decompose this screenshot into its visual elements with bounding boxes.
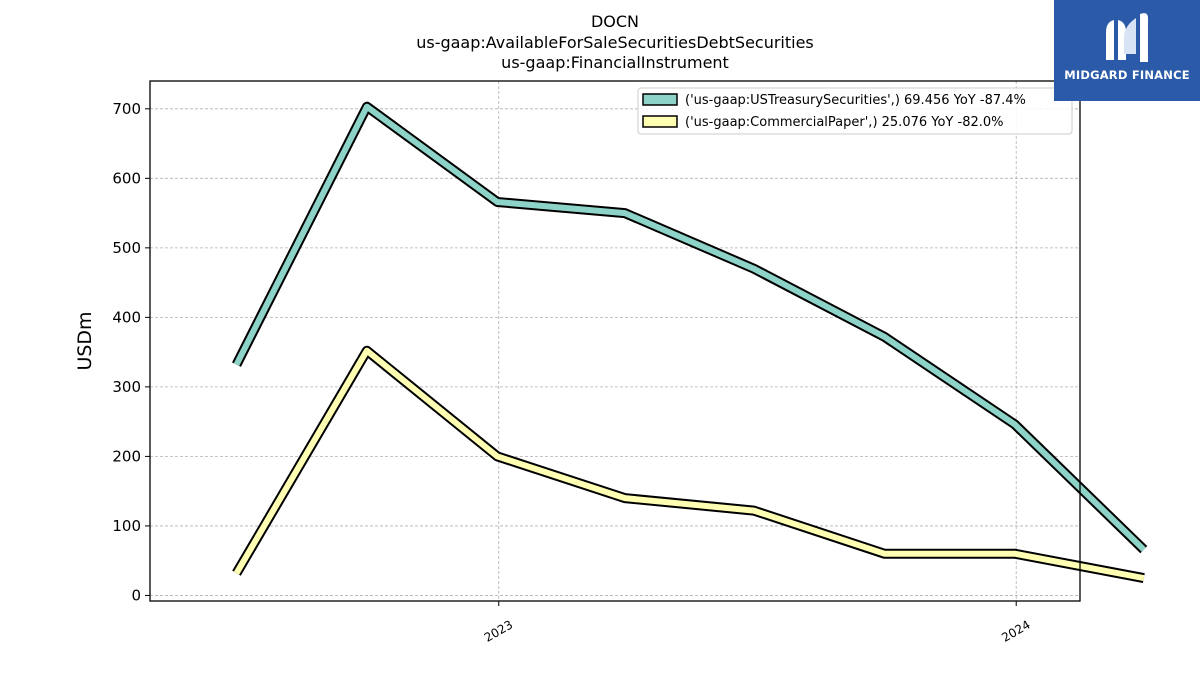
y-axis-label: USDm: [74, 311, 96, 370]
x-axis: 2023 2024: [482, 601, 1033, 645]
series-0-outline: [232, 101, 1148, 554]
y-tick-label: 600: [112, 169, 141, 187]
chart-title-line-1: DOCN: [591, 12, 639, 31]
chart-title-line-3: us-gaap:FinancialInstrument: [501, 53, 729, 72]
brand-logo: MIDGARD FINANCE: [1054, 0, 1200, 101]
y-tick-label: 700: [112, 100, 141, 118]
midgard-logo-icon: [1106, 13, 1148, 63]
grid: [150, 81, 1080, 601]
chart-title-line-2: us-gaap:AvailableForSaleSecuritiesDebtSe…: [416, 33, 814, 52]
legend-swatch-treasury: [642, 93, 678, 106]
series-layer: [232, 101, 1148, 584]
y-tick-label: 500: [112, 239, 141, 257]
legend-label-treasury: ('us-gaap:USTreasurySecurities',) 69.456…: [685, 93, 1026, 108]
series-0-line: [233, 103, 1146, 552]
y-axis: 0 100 200 300 400 500 600 700: [112, 100, 150, 604]
legend-label-commercial-paper: ('us-gaap:CommercialPaper',) 25.076 YoY …: [685, 115, 1004, 130]
y-tick-label: 400: [112, 308, 141, 326]
legend: ('us-gaap:USTreasurySecurities',) 69.456…: [637, 87, 1073, 135]
series-1-line: [233, 347, 1145, 582]
series-1-outline: [232, 345, 1145, 584]
legend-swatch-commercial-paper: [642, 115, 678, 128]
y-tick-label: 300: [112, 378, 141, 396]
legend-box: [637, 87, 1073, 135]
x-tick-label: 2024: [999, 617, 1032, 644]
y-tick-label: 100: [112, 517, 141, 535]
plot-frame: [149, 80, 1081, 602]
y-tick-label: 0: [131, 586, 141, 604]
x-tick-label: 2023: [482, 617, 515, 644]
brand-name: MIDGARD FINANCE: [1064, 68, 1190, 82]
y-tick-label: 200: [112, 447, 141, 465]
